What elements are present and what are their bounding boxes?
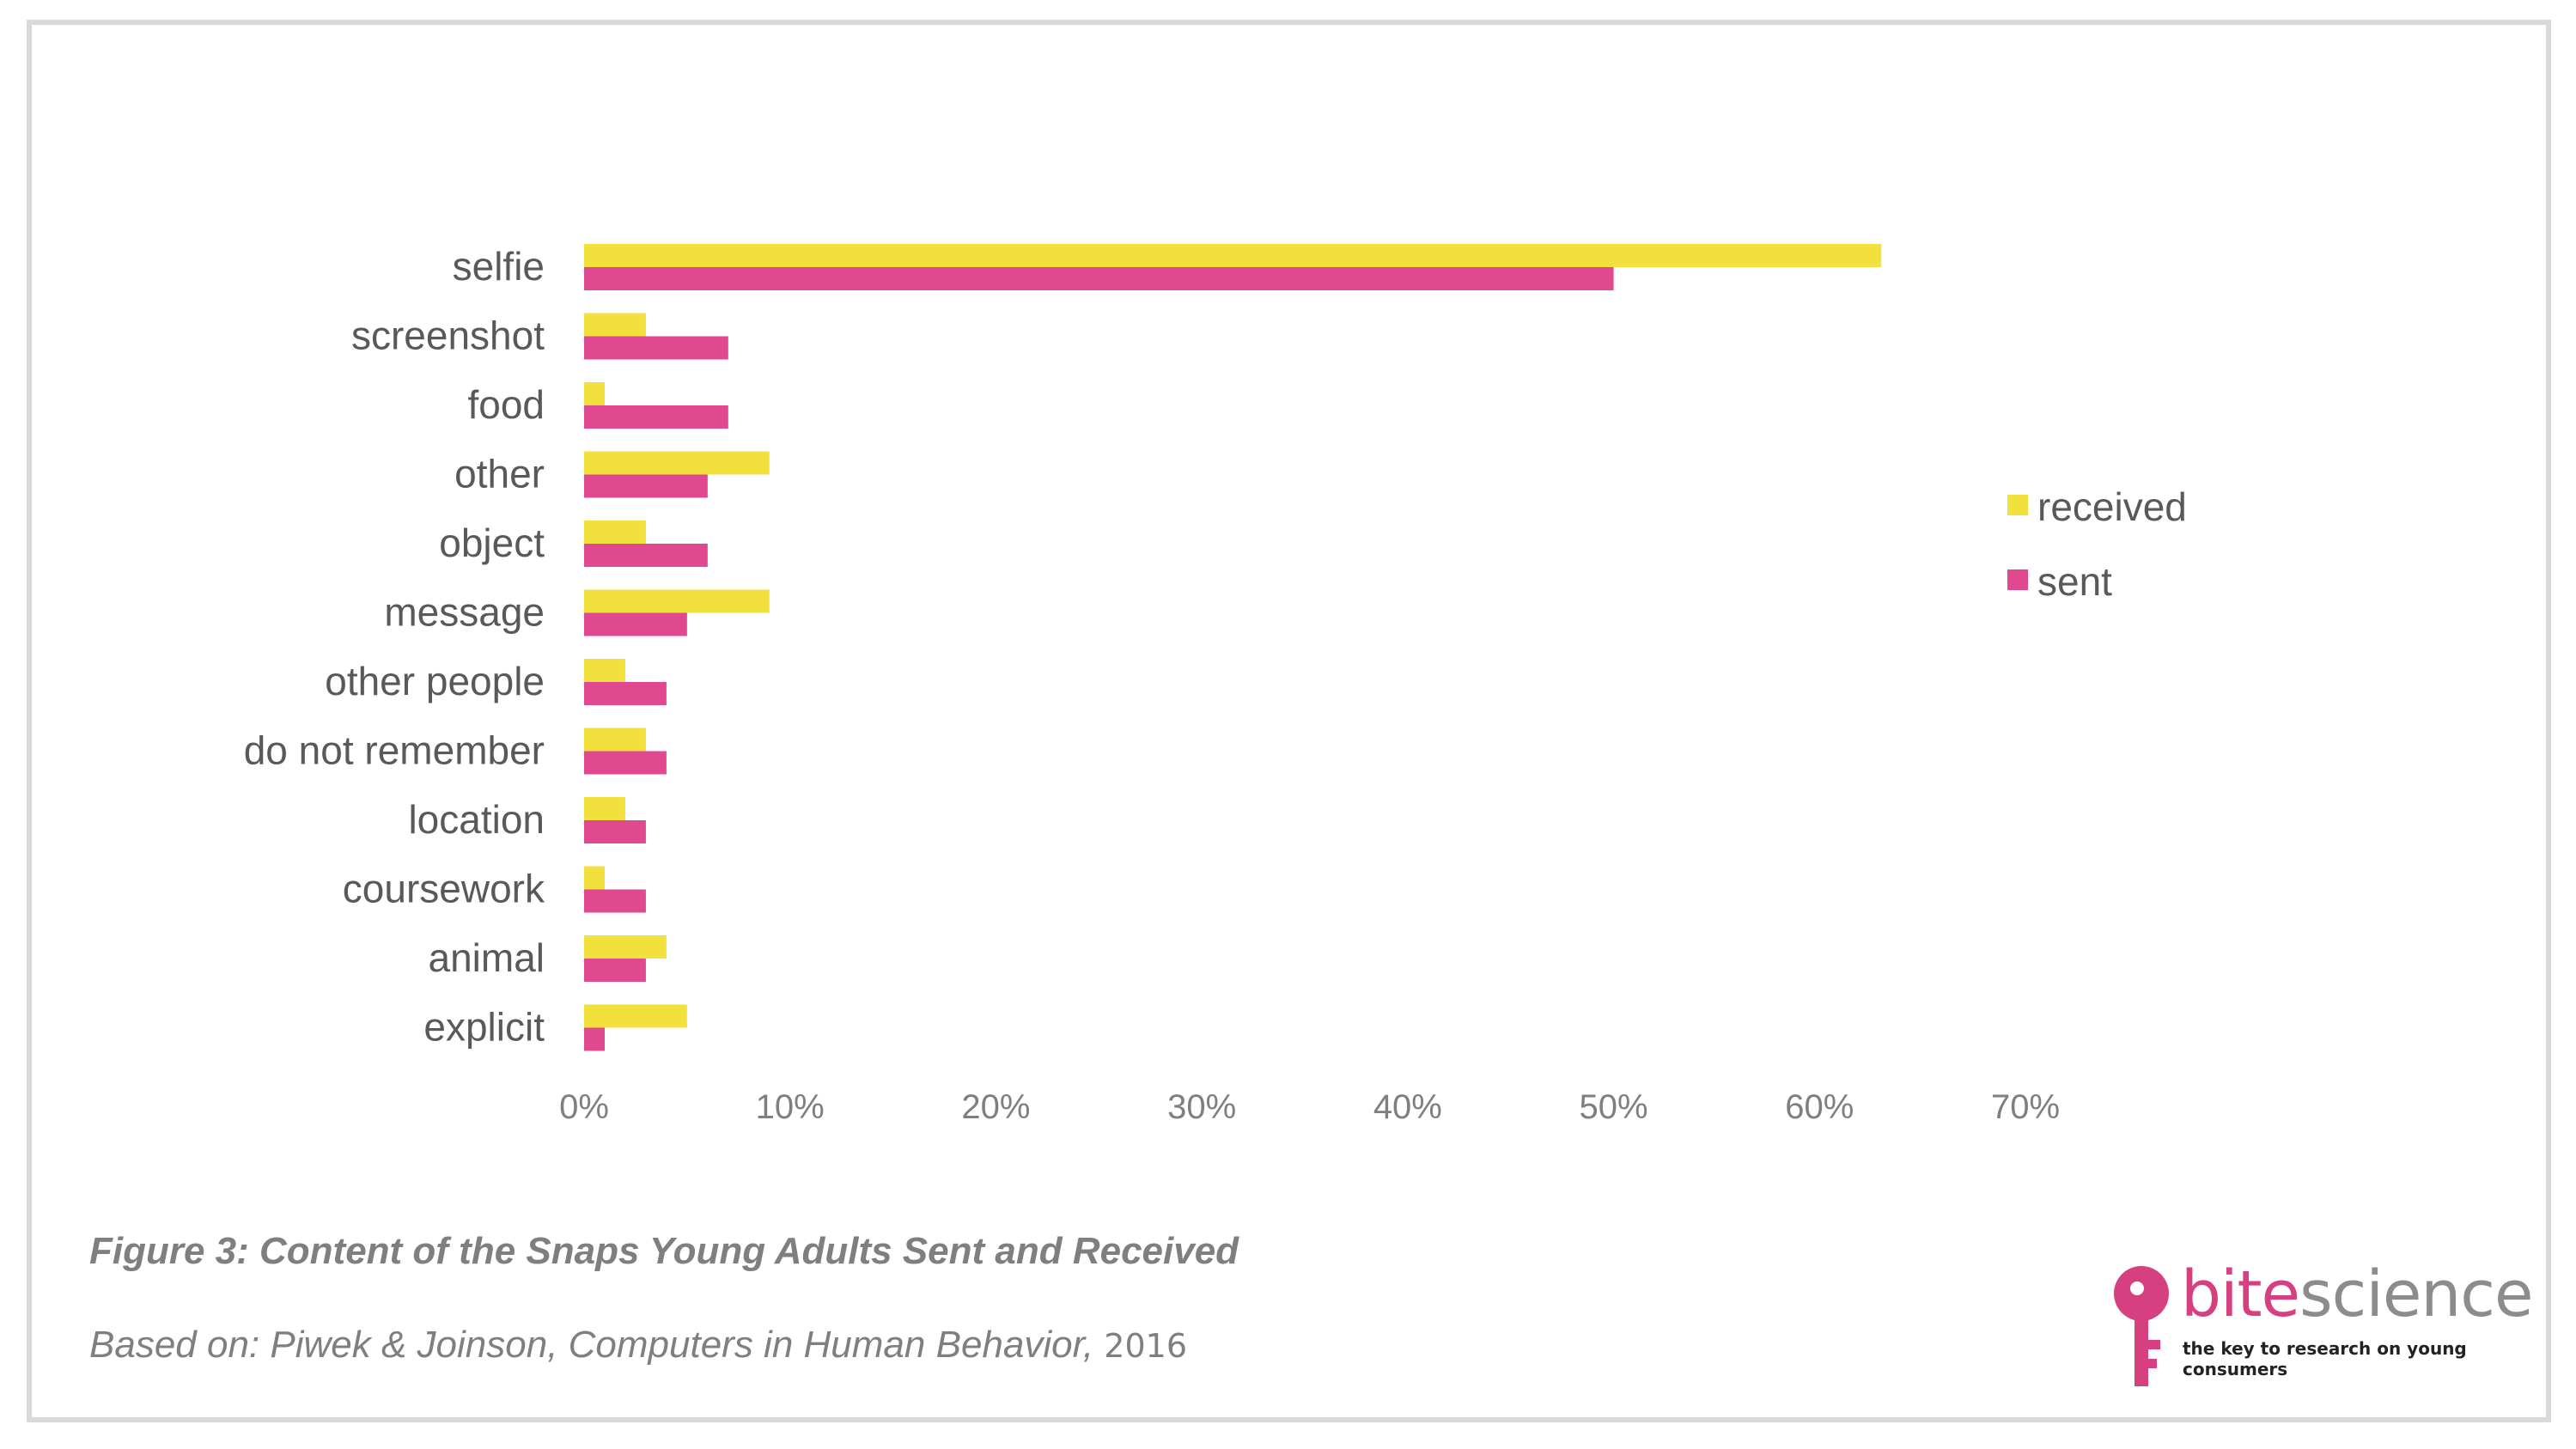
category-label-food: food <box>467 382 545 427</box>
bar-received-explicit <box>584 1004 687 1028</box>
bar-sent-message <box>584 612 687 636</box>
category-label-coursework: coursework <box>343 867 545 911</box>
legend-label-sent: sent <box>2037 559 2112 604</box>
legend: received sent <box>2007 484 2187 604</box>
bar-received-food <box>584 382 605 405</box>
category-label-other-people: other people <box>325 659 545 703</box>
source-year: 2016 <box>1104 1327 1188 1365</box>
category-label-do-not-remember: do not remember <box>244 728 545 773</box>
category-labels: selfie screenshot food other object message ot… <box>244 244 545 1050</box>
legend-swatch-sent <box>2007 569 2028 590</box>
category-label-message: message <box>384 590 545 635</box>
bar-sent-explicit <box>584 1027 605 1051</box>
logo-tagline: the key to research on young consumers <box>2183 1338 2467 1379</box>
x-tick-label: 30% <box>1167 1088 1236 1126</box>
category-label-other: other <box>454 452 545 496</box>
logo-word-science: science <box>2299 1257 2533 1331</box>
bar-received-do-not-remember <box>584 728 646 752</box>
x-tick-label: 0% <box>559 1088 609 1126</box>
bar-sent-do-not-remember <box>584 751 667 775</box>
bar-sent-object <box>584 544 708 567</box>
source-citation: Based on: Piwek & Joinson, Computers in … <box>89 1324 1187 1367</box>
bar-received-selfie <box>584 244 1882 267</box>
bar-received-other <box>584 451 770 475</box>
category-label-explicit: explicit <box>423 1005 545 1050</box>
bar-received-animal <box>584 935 667 959</box>
bar-received-screenshot <box>584 313 646 337</box>
x-tick-label: 20% <box>961 1088 1030 1126</box>
bar-sent-other-people <box>584 682 667 705</box>
x-tick-label: 40% <box>1373 1088 1442 1126</box>
bar-received-message <box>584 589 770 613</box>
source-text: Based on: Piwek & Joinson, Computers in … <box>89 1324 1094 1366</box>
legend-label-received: received <box>2037 484 2187 529</box>
bar-sent-selfie <box>584 267 1614 290</box>
figure-caption: Figure 3: Content of the Snaps Young Adu… <box>89 1230 1239 1272</box>
x-tick-labels: 0% 10% 20% 30% 40% 50% 60% 70% <box>559 1088 2060 1126</box>
x-tick-label: 50% <box>1580 1088 1648 1126</box>
bars-group <box>584 244 1882 1051</box>
x-tick-label: 70% <box>1991 1088 2060 1126</box>
bar-sent-location <box>584 820 646 843</box>
bar-received-object <box>584 521 646 544</box>
bitescience-logo: bitescience the key to research on young… <box>2109 1257 2534 1391</box>
bar-received-location <box>584 797 625 820</box>
legend-swatch-received <box>2007 495 2028 515</box>
bar-sent-animal <box>584 959 646 982</box>
bar-received-coursework <box>584 866 605 890</box>
bar-sent-screenshot <box>584 336 728 360</box>
category-label-animal: animal <box>428 935 545 980</box>
category-label-screenshot: screenshot <box>351 314 545 358</box>
category-label-location: location <box>408 797 545 842</box>
category-label-object: object <box>439 521 545 565</box>
bar-sent-other <box>584 474 708 498</box>
logo-wordmark: bitescience <box>2181 1257 2534 1331</box>
logo-word-bite: bite <box>2181 1257 2300 1331</box>
category-label-selfie: selfie <box>453 244 545 289</box>
key-icon <box>2114 1266 2169 1386</box>
bar-received-other-people <box>584 659 625 682</box>
bar-sent-coursework <box>584 889 646 913</box>
x-tick-label: 60% <box>1785 1088 1854 1126</box>
bar-sent-food <box>584 405 728 429</box>
x-tick-label: 10% <box>756 1088 825 1126</box>
